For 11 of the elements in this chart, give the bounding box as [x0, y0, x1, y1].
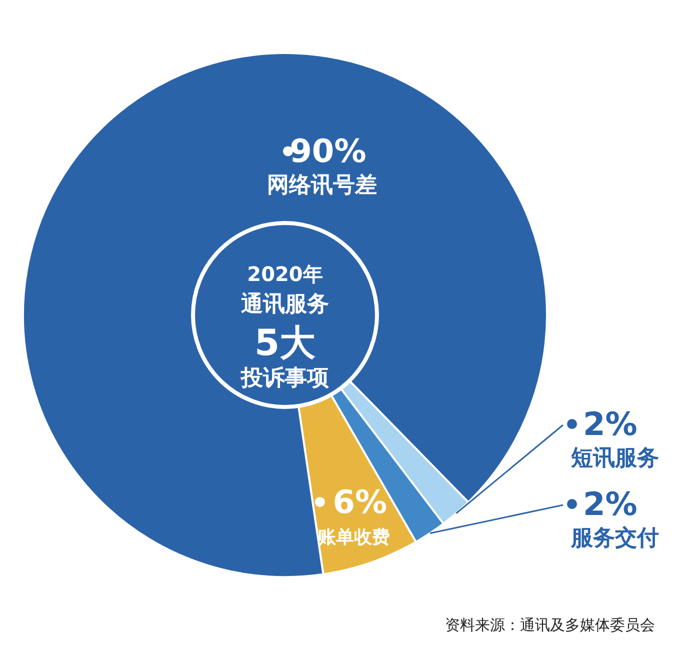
data-label: 90%	[290, 132, 366, 170]
data-label: 6%	[332, 482, 388, 521]
text: 资料来源：通讯及多媒体委员会	[445, 616, 655, 634]
data-label: 2%	[583, 485, 638, 523]
slice-label: 账单收费	[316, 526, 390, 548]
slice-label: 网络讯号差	[266, 173, 377, 198]
slice-label: 短讯服务	[570, 446, 659, 471]
data-label: 2%	[583, 405, 638, 443]
pie-slice	[22, 52, 548, 578]
slice-label: 服务交付	[570, 525, 659, 551]
text: 2020年通讯服务5大投诉事项	[240, 262, 329, 391]
